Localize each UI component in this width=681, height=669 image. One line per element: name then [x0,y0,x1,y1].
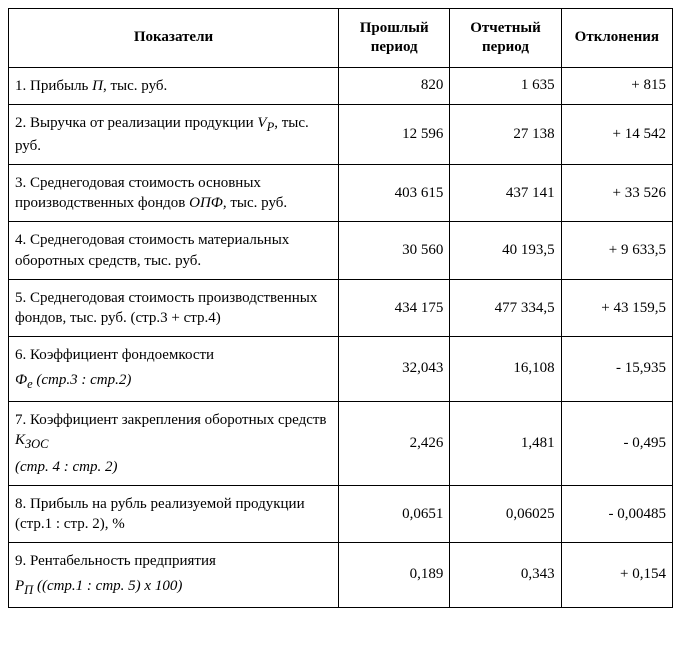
row-past: 820 [339,67,450,104]
row-label: 3. Среднегодовая стоимость основных прои… [9,164,339,222]
row-past: 30 560 [339,222,450,280]
row-sublabel: (стр. 4 : стр. 2) [15,457,330,477]
col-header-past: Прошлый период [339,9,450,68]
row-past: 0,189 [339,543,450,607]
row-label: 2. Выручка от реализации продукции VP, т… [9,104,339,164]
row-sublabel: Фе (стр.3 : стр.2) [15,370,330,393]
row-delta: + 43 159,5 [561,279,672,337]
row-delta: + 9 633,5 [561,222,672,280]
row-report: 1 635 [450,67,561,104]
row-delta: + 33 526 [561,164,672,222]
row-report: 437 141 [450,164,561,222]
row-label: 1. Прибыль П, тыс. руб. [9,67,339,104]
row-past: 403 615 [339,164,450,222]
row-delta: - 0,00485 [561,485,672,543]
row-label: 8. Прибыль на рубль реализуемой продукци… [9,485,339,543]
row-delta: + 14 542 [561,104,672,164]
table-row: 8. Прибыль на рубль реализуемой продукци… [9,485,673,543]
row-report: 0,06025 [450,485,561,543]
row-label: 6. Коэффициент фондоемкостиФе (стр.3 : с… [9,337,339,401]
row-report: 0,343 [450,543,561,607]
table-body: 1. Прибыль П, тыс. руб.8201 635+ 8152. В… [9,67,673,607]
row-past: 12 596 [339,104,450,164]
table-row: 1. Прибыль П, тыс. руб.8201 635+ 815 [9,67,673,104]
col-header-report: Отчетный период [450,9,561,68]
row-report: 16,108 [450,337,561,401]
table-row: 4. Среднегодовая стоимость материальных … [9,222,673,280]
row-delta: + 0,154 [561,543,672,607]
indicators-table: Показатели Прошлый период Отчетный перио… [8,8,673,608]
table-row: 6. Коэффициент фондоемкостиФе (стр.3 : с… [9,337,673,401]
table-row: 9. Рентабельность предприятияРП ((стр.1 … [9,543,673,607]
row-delta: - 0,495 [561,401,672,485]
row-delta: - 15,935 [561,337,672,401]
row-report: 477 334,5 [450,279,561,337]
row-report: 1,481 [450,401,561,485]
table-row: 2. Выручка от реализации продукции VP, т… [9,104,673,164]
table-row: 7. Коэффициент закрепления оборотных сре… [9,401,673,485]
row-report: 27 138 [450,104,561,164]
row-label: 4. Среднегодовая стоимость материальных … [9,222,339,280]
table-row: 5. Среднегодовая стоимость производствен… [9,279,673,337]
col-header-indicator: Показатели [9,9,339,68]
row-label: 5. Среднегодовая стоимость производствен… [9,279,339,337]
row-label: 9. Рентабельность предприятияРП ((стр.1 … [9,543,339,607]
col-header-delta: Отклонения [561,9,672,68]
row-report: 40 193,5 [450,222,561,280]
row-past: 434 175 [339,279,450,337]
row-delta: + 815 [561,67,672,104]
row-past: 2,426 [339,401,450,485]
row-past: 32,043 [339,337,450,401]
row-label: 7. Коэффициент закрепления оборотных сре… [9,401,339,485]
table-header-row: Показатели Прошлый период Отчетный перио… [9,9,673,68]
table-row: 3. Среднегодовая стоимость основных прои… [9,164,673,222]
row-sublabel: РП ((стр.1 : стр. 5) х 100) [15,576,330,599]
row-past: 0,0651 [339,485,450,543]
